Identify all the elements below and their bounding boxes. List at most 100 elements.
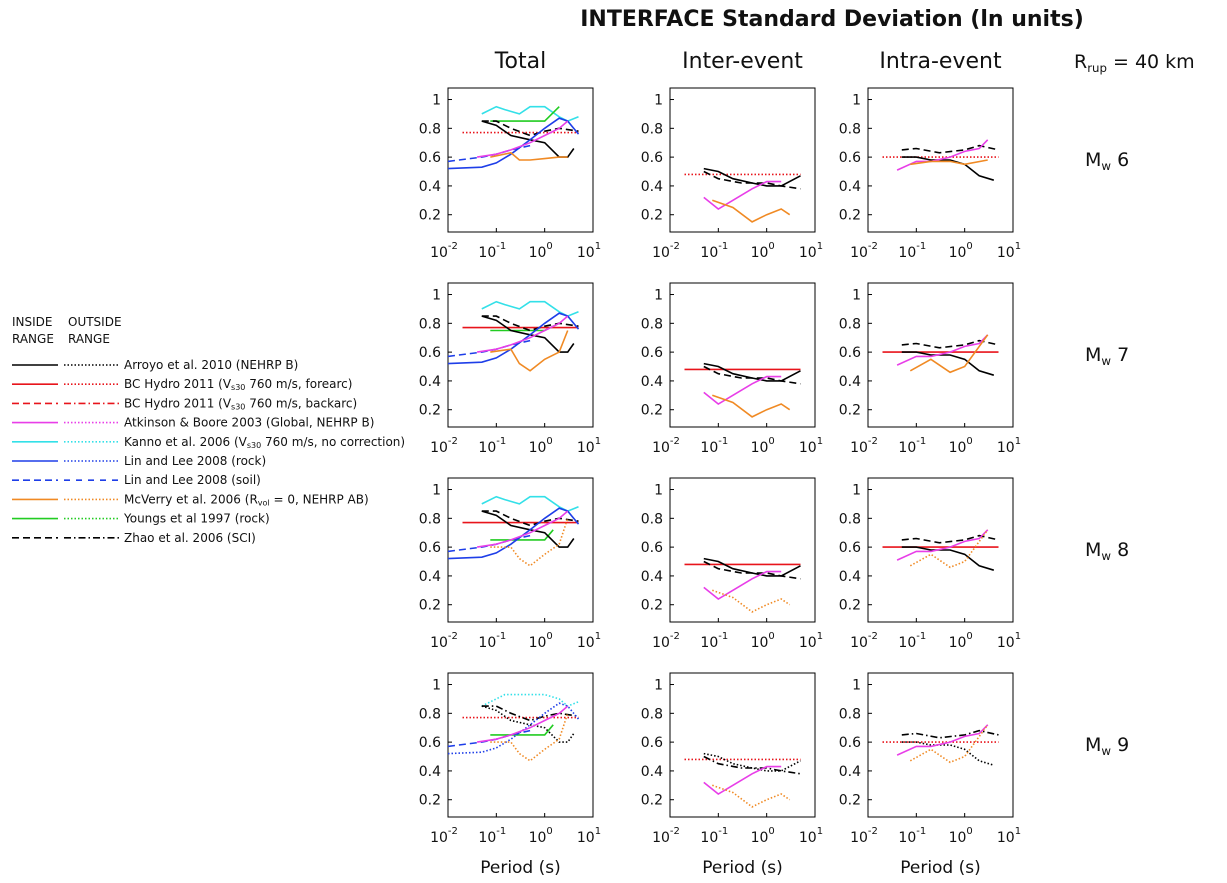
y-tick-label: 0.6 — [641, 735, 663, 751]
series-line — [703, 180, 782, 210]
label-base: M — [1085, 344, 1101, 366]
x-tick-base: 10 — [850, 635, 868, 651]
legend-label-part: BC Hydro 2011 (V — [124, 396, 232, 410]
x-tick-base: 10 — [799, 245, 817, 261]
series-line — [703, 755, 801, 775]
y-tick-label: 1 — [432, 93, 441, 109]
series-line — [481, 510, 575, 548]
series-line — [481, 315, 575, 353]
x-tick-base: 10 — [799, 440, 817, 456]
series-line — [447, 312, 580, 365]
x-tick-exponent: 0 — [546, 241, 552, 252]
y-tick-label: 0.2 — [641, 793, 663, 809]
x-tick-base: 10 — [529, 245, 547, 261]
legend-label: Zhao et al. 2006 (SCI) — [124, 531, 256, 545]
x-tick-exponent: -2 — [448, 436, 458, 447]
x-tick-exponent: -2 — [868, 631, 878, 642]
plot-frame — [447, 87, 594, 233]
x-tick-base: 10 — [652, 830, 670, 846]
x-axis-label: Period (s) — [900, 858, 981, 878]
series-line — [481, 705, 575, 743]
series-line — [896, 334, 989, 366]
x-tick-label: 10-1 — [478, 826, 506, 846]
x-tick-exponent: -1 — [916, 631, 926, 642]
label-sub: w — [1101, 354, 1111, 368]
y-tick-label: 1 — [852, 483, 861, 499]
y-tick-label: 0.4 — [419, 179, 441, 195]
x-tick-label: 10-1 — [700, 241, 728, 261]
x-tick-exponent: -2 — [670, 436, 680, 447]
series-line — [703, 752, 801, 772]
y-tick-label: 0.6 — [839, 345, 861, 361]
label-rest: 6 — [1111, 149, 1129, 171]
x-tick-label: 100 — [529, 826, 553, 846]
x-tick-base: 10 — [850, 830, 868, 846]
x-tick-label: 101 — [997, 241, 1021, 261]
y-tick-label: 0.2 — [839, 403, 861, 419]
series-line — [481, 705, 579, 722]
label: Rrup = 40 km — [1074, 51, 1195, 75]
y-tick-label: 0.4 — [641, 764, 663, 780]
legend-label-part: = 0, NEHRP AB) — [270, 492, 369, 506]
x-tick-base: 10 — [577, 245, 595, 261]
x-tick-base: 10 — [430, 440, 448, 456]
y-tick-label: 0.2 — [419, 793, 441, 809]
x-tick-base: 10 — [898, 440, 916, 456]
series-line — [447, 702, 580, 755]
label: Mw 6 — [1085, 149, 1129, 173]
x-tick-exponent: 0 — [768, 826, 774, 837]
series-line — [490, 529, 554, 541]
label-base: M — [1085, 734, 1101, 756]
series-line — [490, 713, 569, 762]
legend-label-part: Kanno et al. 2006 (V — [124, 435, 248, 449]
y-tick-label: 0.6 — [839, 150, 861, 166]
x-tick-label: 10-1 — [478, 241, 506, 261]
x-tick-exponent: -2 — [670, 631, 680, 642]
x-tick-exponent: 0 — [966, 436, 972, 447]
x-tick-base: 10 — [751, 635, 769, 651]
x-tick-base: 10 — [751, 245, 769, 261]
series-line — [481, 693, 579, 708]
y-tick-label: 0.4 — [641, 179, 663, 195]
x-tick-exponent: 0 — [768, 436, 774, 447]
x-tick-exponent: -1 — [496, 631, 506, 642]
plot-frame — [669, 477, 816, 623]
x-tick-label: 10-2 — [850, 826, 878, 846]
series-line — [476, 315, 569, 353]
y-tick-label: 0.4 — [419, 374, 441, 390]
x-tick-base: 10 — [478, 635, 496, 651]
x-tick-base: 10 — [898, 830, 916, 846]
x-tick-base: 10 — [430, 830, 448, 846]
x-axis-label: Period (s) — [702, 858, 783, 878]
x-tick-exponent: -2 — [868, 826, 878, 837]
series-line — [901, 156, 995, 181]
x-tick-exponent: 0 — [768, 631, 774, 642]
x-tick-base: 10 — [700, 635, 718, 651]
y-tick-label: 1 — [432, 678, 441, 694]
x-tick-exponent: 1 — [595, 826, 601, 837]
x-tick-exponent: -1 — [496, 826, 506, 837]
y-tick-label: 1 — [654, 678, 663, 694]
y-tick-label: 0.2 — [839, 598, 861, 614]
y-tick-label: 0.4 — [839, 179, 861, 195]
y-tick-label: 0.8 — [641, 121, 663, 137]
series-line — [896, 139, 989, 171]
y-tick-label: 0.6 — [419, 540, 441, 556]
y-tick-label: 1 — [852, 288, 861, 304]
x-tick-exponent: 0 — [966, 241, 972, 252]
legend-label: McVerry et al. 2006 (Rvol = 0, NEHRP AB) — [124, 492, 369, 507]
series-line — [490, 724, 554, 736]
y-tick-label: 0.8 — [839, 511, 861, 527]
series-line — [896, 529, 989, 561]
x-tick-base: 10 — [700, 440, 718, 456]
y-tick-label: 0.4 — [839, 764, 861, 780]
x-tick-base: 10 — [700, 830, 718, 846]
y-tick-label: 0.6 — [641, 540, 663, 556]
y-tick-label: 0.6 — [641, 345, 663, 361]
x-tick-label: 100 — [751, 436, 775, 456]
label-sub: rup — [1087, 61, 1107, 75]
series-line — [447, 117, 580, 170]
x-tick-base: 10 — [751, 830, 769, 846]
x-tick-exponent: 1 — [817, 436, 823, 447]
x-tick-base: 10 — [652, 635, 670, 651]
